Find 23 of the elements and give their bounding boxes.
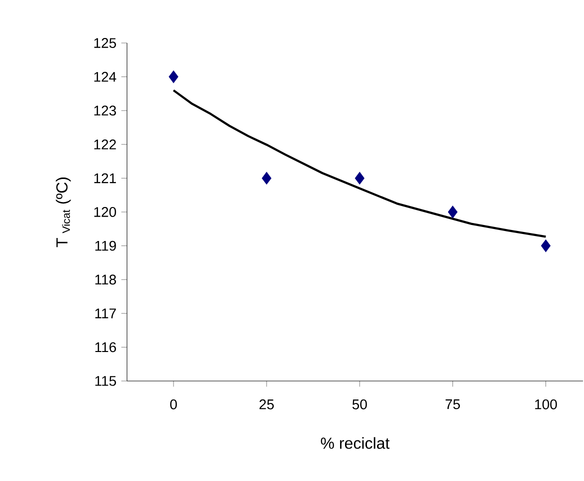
- y-tick-label: 122: [94, 140, 116, 150]
- y-tick-label: 124: [94, 72, 116, 82]
- y-tick-label: 115: [95, 376, 116, 386]
- x-tick-label: 50: [352, 399, 367, 410]
- x-tick-label: 25: [260, 399, 274, 410]
- x-tick-label: 0: [170, 399, 177, 410]
- y-tick-label: 118: [95, 274, 116, 285]
- y-axis-title: T $_{Vicat}$ (ºC): [56, 178, 71, 248]
- x-tick-label: 100: [535, 399, 557, 410]
- point: [541, 240, 551, 252]
- y-tick-label: 119: [95, 240, 116, 251]
- y-tick-label: 117: [95, 308, 116, 318]
- y-tick-label: 125: [94, 38, 116, 48]
- point: [262, 172, 272, 184]
- x-axis-title: % reciclat: [320, 437, 390, 449]
- y-tick-label: 121: [94, 173, 116, 184]
- point: [448, 206, 458, 218]
- point: [168, 70, 178, 84]
- point: [354, 172, 364, 184]
- y-tick-label: 123: [94, 106, 116, 116]
- x-tick-label: 75: [446, 399, 460, 410]
- y-tick-label: 116: [95, 342, 116, 352]
- y-tick-label: 120: [94, 207, 116, 217]
